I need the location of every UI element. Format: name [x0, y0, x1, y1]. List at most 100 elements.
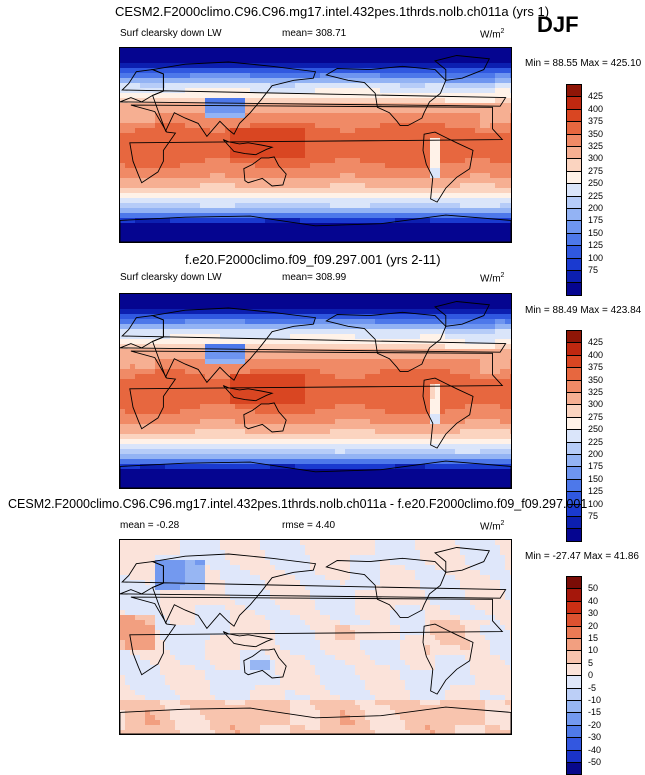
panel1-field-cell	[395, 158, 401, 164]
panel2-field-cell	[415, 334, 421, 340]
panel1-field-cell	[445, 228, 451, 234]
panel1-colorbar-cell	[566, 220, 582, 233]
panel2-field-cell	[180, 394, 186, 400]
panel2-field-cell	[150, 394, 156, 400]
panel1-field-cell	[150, 48, 156, 54]
panel1-field-cell	[420, 193, 426, 199]
panel2-field-cell	[475, 294, 481, 300]
panel1-field-cell	[455, 128, 461, 134]
panel2-field-cell	[440, 339, 446, 345]
panel1-field-cell	[230, 113, 236, 119]
panel1-field-cell	[355, 73, 361, 79]
panel2-field-cell	[295, 384, 301, 390]
panel2-field-cell	[415, 299, 421, 305]
panel1-field-cell	[440, 158, 446, 164]
panel2-field-cell	[470, 334, 476, 340]
panel1-field-cell	[365, 148, 371, 154]
panel1-field-cell	[170, 193, 176, 199]
panel1-field-cell	[355, 238, 361, 242]
panel2-field-cell	[330, 294, 336, 300]
panel1-field-cell	[495, 158, 501, 164]
panel1-field-cell	[455, 183, 461, 189]
panel1-field-cell	[365, 178, 371, 184]
panel1-field-cell	[425, 173, 431, 179]
panel1-field-cell	[390, 213, 396, 219]
panel2-field-cell	[195, 294, 201, 300]
panel1-field-cell	[425, 83, 431, 89]
panel1-field-cell	[460, 218, 466, 224]
panel2-field-cell	[120, 299, 126, 305]
panel1-field-cell	[500, 203, 506, 209]
panel1-field-cell	[470, 48, 476, 54]
panel1-field-cell	[475, 168, 481, 174]
panel1-field-cell	[455, 68, 461, 74]
panel1-field-cell	[320, 208, 326, 214]
panel1-field-cell	[385, 68, 391, 74]
panel2-field-cell	[125, 304, 131, 310]
panel1-field-cell	[125, 208, 131, 214]
panel1-field-cell	[270, 208, 276, 214]
panel2-field-cell	[285, 304, 291, 310]
panel1-field-cell	[355, 143, 361, 149]
panel1-field-cell	[465, 63, 471, 69]
panel1-field-cell	[320, 58, 326, 64]
panel1-field-cell	[480, 218, 486, 224]
panel1-field-cell	[380, 88, 386, 94]
panel1-field-cell	[185, 173, 191, 179]
panel2-field-cell	[230, 359, 236, 365]
panel2-field-cell	[280, 344, 286, 350]
panel1-field-cell	[140, 128, 146, 134]
panel1-field-cell	[285, 123, 291, 129]
panel2-field-cell	[185, 409, 191, 415]
panel1-field-cell	[430, 138, 436, 144]
panel1-field-cell	[195, 153, 201, 159]
panel1-field-cell	[160, 213, 166, 219]
panel2-field-cell	[500, 324, 506, 330]
panel1-field-cell	[400, 203, 406, 209]
panel1-field-cell	[440, 178, 446, 184]
panel2-field-cell	[450, 399, 456, 405]
panel1-field-cell	[505, 228, 511, 234]
panel2-field-cell	[280, 359, 286, 365]
panel1-field-cell	[365, 198, 371, 204]
panel2-field-cell	[410, 334, 416, 340]
panel1-field-cell	[360, 63, 366, 69]
panel1-units-sup: 2	[501, 28, 505, 35]
panel1-field-cell	[450, 163, 456, 169]
panel1-field-cell	[480, 153, 486, 159]
panel2-field-cell	[135, 394, 141, 400]
panel2-field-cell	[400, 399, 406, 405]
panel1-field-cell	[330, 53, 336, 59]
panel2-field-cell	[285, 389, 291, 395]
panel1-field-cell	[360, 183, 366, 189]
panel2-field-cell	[245, 294, 251, 300]
panel1-field-cell	[355, 118, 361, 124]
panel1-field-cell	[355, 163, 361, 169]
panel1-field-cell	[270, 118, 276, 124]
panel1-field-cell	[495, 143, 501, 149]
panel1-field-cell	[140, 213, 146, 219]
panel1-field-cell	[305, 213, 311, 219]
panel2-field-cell	[265, 384, 271, 390]
panel1-field-cell	[495, 198, 501, 204]
panel2-field-cell	[425, 299, 431, 305]
panel1-field-cell	[205, 208, 211, 214]
panel1-field-cell	[375, 123, 381, 129]
panel2-field-cell	[475, 334, 481, 340]
panel1-field-cell	[245, 128, 251, 134]
panel1-field-cell	[220, 113, 226, 119]
panel1-field-cell	[440, 53, 446, 59]
panel1-field-cell	[155, 133, 161, 139]
panel1-field-cell	[335, 158, 341, 164]
panel1-field-cell	[210, 143, 216, 149]
panel2-field-cell	[240, 409, 246, 415]
panel1-field-cell	[310, 213, 316, 219]
panel2-field-cell	[495, 359, 501, 365]
panel2-field-cell	[300, 329, 306, 335]
panel1-field-cell	[500, 83, 506, 89]
panel1-field-cell	[200, 73, 206, 79]
panel1-field-cell	[345, 213, 351, 219]
panel1-field-cell	[285, 213, 291, 219]
panel1-field-cell	[220, 228, 226, 234]
panel2-field-cell	[125, 379, 131, 385]
